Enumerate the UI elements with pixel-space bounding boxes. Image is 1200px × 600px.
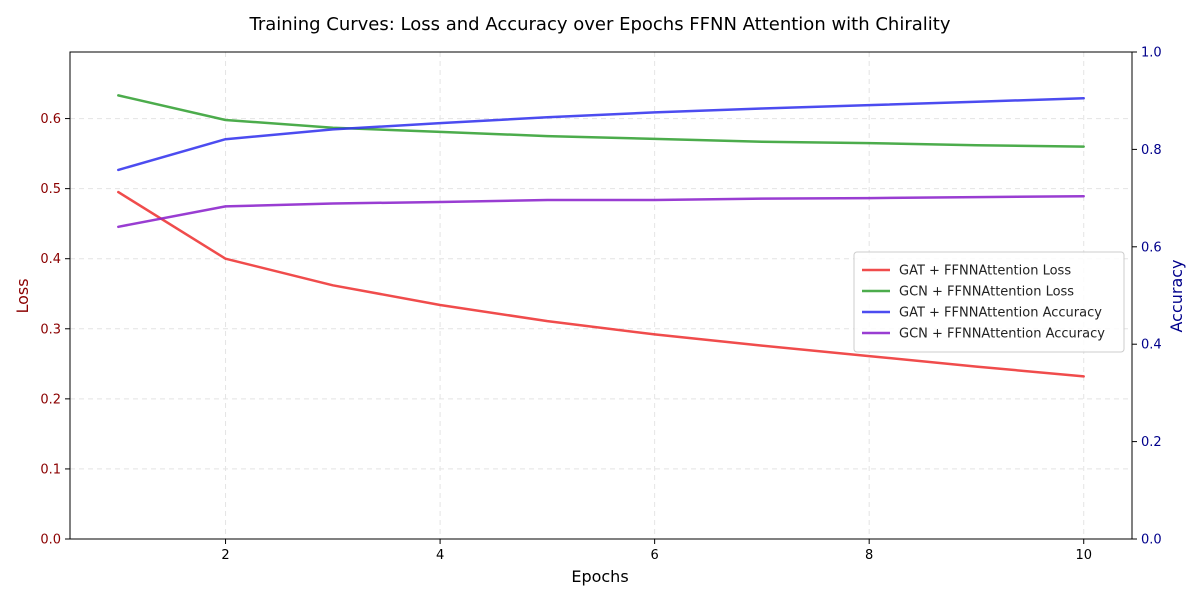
series-line-2 <box>117 94 1085 148</box>
x-tick-label: 6 <box>650 548 658 563</box>
y-axis-right-title: Accuracy <box>1167 259 1186 332</box>
legend: GAT + FFNNAttention Loss GCN + FFNNAttent… <box>853 251 1125 353</box>
y-left-tick-label: 0.0 <box>40 533 61 548</box>
y-axis-left-title: Loss <box>13 278 32 313</box>
y-right-tick-label: 0.8 <box>1141 143 1162 158</box>
legend-label: GAT + FFNNAttention Loss <box>899 264 1071 279</box>
series-line-1 <box>117 190 1085 378</box>
y-right-tick-label: 0.4 <box>1141 338 1162 353</box>
y-axis-right: 0.0 0.2 0.4 0.6 0.8 1.0 <box>1132 46 1162 548</box>
y-left-tick-label: 0.4 <box>40 252 61 267</box>
y-left-tick-label: 0.1 <box>40 462 61 477</box>
y-left-tick-label: 0.6 <box>40 112 61 127</box>
y-axis-left: 0.0 0.1 0.2 0.3 0.4 0.5 0.6 <box>40 112 70 548</box>
y-right-tick-label: 0.6 <box>1141 240 1162 255</box>
y-left-tick-label: 0.3 <box>40 322 61 337</box>
x-tick-label: 8 <box>865 548 873 563</box>
y-right-tick-label: 1.0 <box>1141 46 1162 61</box>
legend-box <box>853 251 1125 353</box>
y-left-tick-label: 0.5 <box>40 182 61 197</box>
x-axis: 2 4 6 8 10 <box>221 539 1092 563</box>
y-left-tick-label: 0.2 <box>40 392 61 407</box>
series-line-3 <box>117 97 1085 172</box>
x-tick-label: 2 <box>221 548 229 563</box>
x-axis-title: Epochs <box>571 567 628 586</box>
legend-label: GCN + FFNNAttention Accuracy <box>899 327 1105 342</box>
y-right-tick-label: 0.0 <box>1141 533 1162 548</box>
series-line-4 <box>117 194 1085 229</box>
legend-label: GAT + FFNNAttention Accuracy <box>899 306 1102 321</box>
plot-frame <box>69 51 1133 540</box>
series-lines <box>117 94 1085 378</box>
chart-title: Training Curves: Loss and Accuracy over … <box>249 14 951 35</box>
legend-label: GCN + FFNNAttention Loss <box>899 285 1074 300</box>
y-right-tick-label: 0.2 <box>1141 435 1162 450</box>
x-tick-label: 4 <box>436 548 444 563</box>
x-tick-label: 10 <box>1075 548 1092 563</box>
